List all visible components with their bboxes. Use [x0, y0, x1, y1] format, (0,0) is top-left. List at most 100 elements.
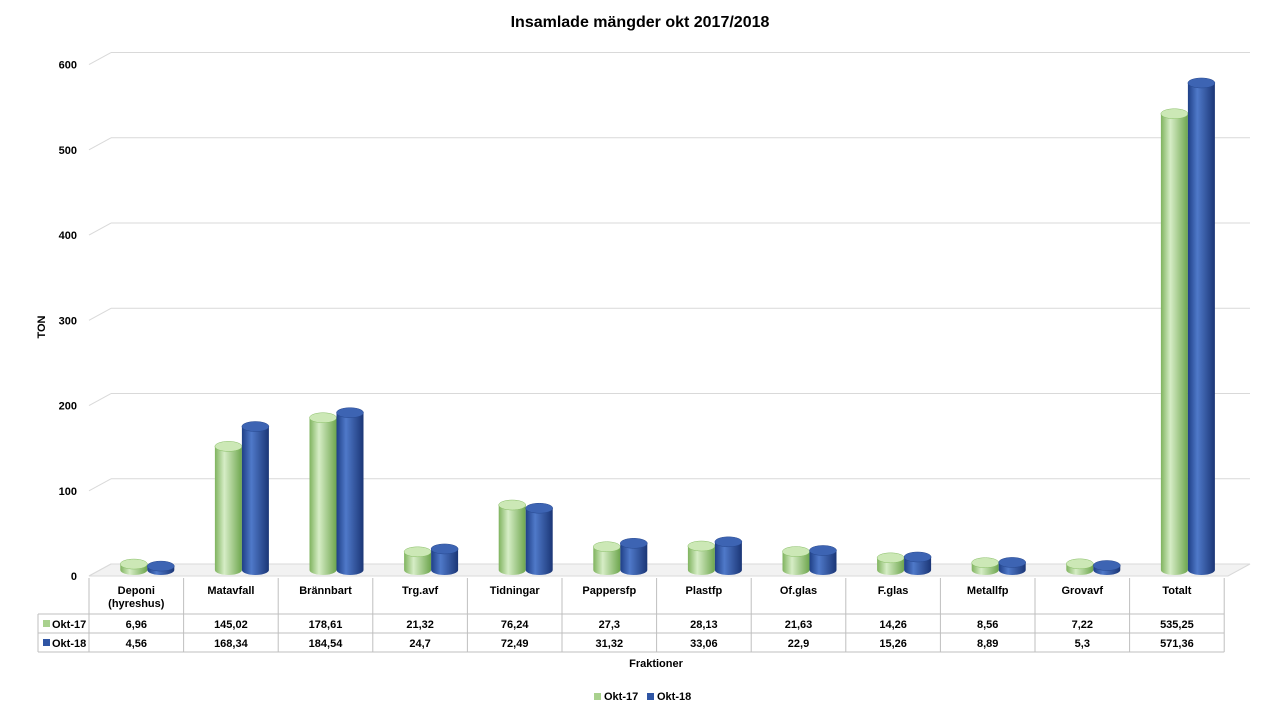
data-label: 7,22 — [1072, 619, 1093, 631]
bar-okt18 — [241, 426, 269, 575]
legend-key — [647, 693, 654, 700]
floor-plane — [88, 563, 1251, 577]
table-series-name: Okt-17 — [52, 619, 86, 631]
x-tick-label: Matavfall — [207, 585, 254, 597]
x-tick-label: Brännbart — [299, 585, 352, 597]
data-label: 22,9 — [788, 638, 809, 650]
bar-top — [120, 558, 148, 570]
data-label: 8,56 — [977, 619, 998, 631]
bar-okt17 — [593, 546, 621, 575]
gridline-depth — [88, 307, 112, 321]
gridline-depth — [88, 137, 112, 151]
y-axis-label: TON — [36, 315, 48, 338]
bar-top — [336, 407, 364, 418]
x-tick-label: Metallfp — [967, 585, 1009, 597]
data-label: 31,32 — [596, 638, 624, 650]
x-tick-label: Pappersfp — [582, 585, 636, 597]
y-tick-label: 500 — [59, 145, 77, 157]
y-axis-ticks: 0 100 200 300 400 500 600 — [59, 60, 77, 583]
bar-top — [309, 412, 337, 424]
data-label: 5,3 — [1075, 638, 1090, 650]
bar-okt17 — [404, 551, 432, 575]
bar-okt18 — [809, 550, 837, 575]
bar-top — [809, 545, 837, 556]
y-tick-label: 0 — [71, 571, 77, 583]
bar-top — [971, 557, 999, 568]
legend-entry: Okt-18 — [657, 691, 691, 703]
data-label: 4,56 — [126, 638, 147, 650]
chart-title: Insamlade mängder okt 2017/2018 — [511, 14, 770, 31]
bar-top — [687, 540, 716, 552]
gridline-depth — [88, 222, 112, 236]
bar-okt18 — [336, 412, 364, 575]
bar-okt18 — [714, 541, 742, 575]
data-label: 72,49 — [501, 638, 529, 650]
y-tick-label: 100 — [59, 486, 77, 498]
bar-okt17 — [214, 446, 242, 575]
data-label: 27,3 — [599, 619, 620, 631]
data-label: 6,96 — [126, 619, 147, 631]
gridlines — [88, 52, 1250, 577]
legend: Okt-17 Okt-18 — [594, 691, 691, 703]
x-tick-label: Of.glas — [780, 585, 817, 597]
bars — [120, 77, 1216, 576]
table-series-name: Okt-18 — [52, 638, 86, 650]
data-label: 24,7 — [409, 638, 430, 650]
bar-top — [593, 541, 621, 552]
bar-top — [903, 551, 932, 563]
x-axis-label: Fraktioner — [629, 658, 684, 670]
bar-top — [241, 421, 270, 432]
bar-top — [1187, 77, 1216, 89]
data-label: 76,24 — [501, 619, 529, 631]
gridline-depth — [88, 478, 112, 492]
table-legend-key — [43, 639, 50, 646]
data-label: 21,63 — [785, 619, 813, 631]
bar-top — [498, 499, 526, 511]
x-tick-label: (hyreshus) — [108, 598, 165, 610]
data-label: 28,13 — [690, 619, 718, 631]
x-tick-label: Tidningar — [490, 585, 541, 597]
data-label: 21,32 — [406, 619, 434, 631]
x-tick-label: Grovavf — [1062, 585, 1104, 597]
x-tick-label: Plastfp — [686, 585, 723, 597]
bar-top — [1160, 108, 1189, 120]
bar-top — [525, 502, 553, 514]
bar-top — [782, 546, 810, 557]
bar-okt17 — [782, 551, 810, 575]
bar-top — [1066, 558, 1094, 570]
bar-okt18 — [620, 543, 648, 575]
bar-top — [147, 560, 175, 572]
bar-top — [430, 543, 459, 555]
bar-top — [620, 538, 648, 549]
bar-okt18 — [525, 508, 553, 575]
data-label: 571,36 — [1160, 638, 1194, 650]
y-tick-label: 400 — [59, 230, 77, 242]
legend-key — [594, 693, 601, 700]
x-tick-label: Trg.avf — [402, 585, 438, 597]
gridline-depth — [88, 393, 112, 406]
bar-okt17 — [1160, 113, 1188, 575]
bar-top — [998, 557, 1026, 568]
data-label: 178,61 — [309, 619, 343, 631]
data-label: 184,54 — [309, 638, 344, 650]
chart-floor — [88, 563, 1251, 577]
data-label: 535,25 — [1160, 619, 1194, 631]
data-label: 15,26 — [879, 638, 907, 650]
bar-okt17 — [309, 417, 337, 575]
y-tick-label: 200 — [59, 401, 77, 413]
bar-top — [714, 536, 743, 548]
bar-okt18 — [1187, 82, 1215, 576]
data-label: 168,34 — [214, 638, 249, 650]
bar-top — [876, 552, 905, 564]
x-tick-label: Totalt — [1162, 585, 1191, 597]
legend-entry: Okt-17 — [604, 691, 638, 703]
data-label: 8,89 — [977, 638, 998, 650]
gridline-depth — [88, 52, 112, 65]
bar-top — [1093, 560, 1121, 571]
data-label: 145,02 — [214, 619, 248, 631]
y-tick-label: 300 — [59, 315, 77, 327]
bar-okt17 — [498, 505, 526, 575]
y-tick-label: 600 — [59, 60, 77, 72]
bar-okt17 — [687, 546, 715, 575]
